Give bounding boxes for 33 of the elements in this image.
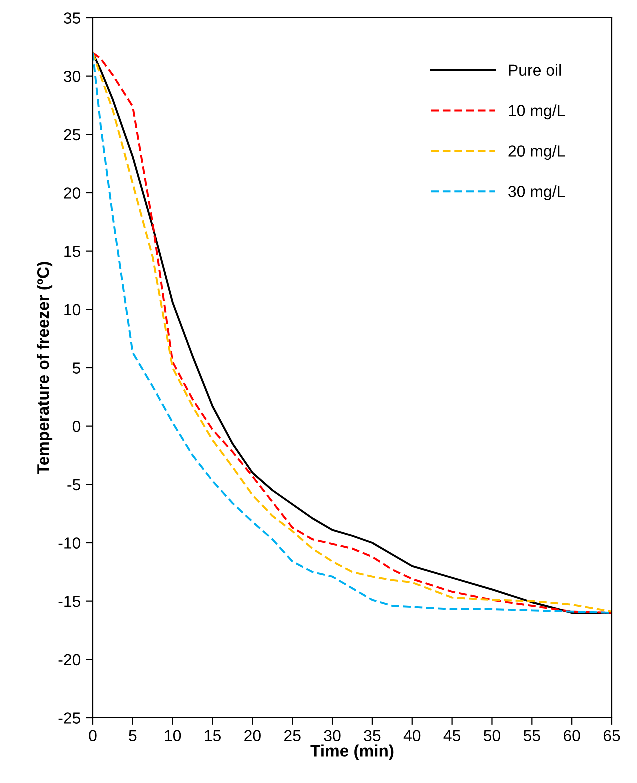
x-tick-label: 35: [364, 730, 381, 742]
x-tick-label: 55: [524, 730, 540, 742]
y-tick-label: -20: [58, 654, 81, 666]
x-tick-label: 30: [324, 730, 341, 742]
y-tick-label: -10: [58, 538, 81, 549]
y-tick-label: 20: [64, 188, 81, 199]
y-tick-label: 35: [64, 12, 81, 24]
legend-label: 10 mg/L: [509, 104, 566, 120]
y-tick-label: 10: [64, 304, 81, 316]
y-axis-title: Temperature of freezer (ºC): [37, 262, 53, 474]
y-tick-label: -15: [58, 596, 81, 608]
x-tick-label: 0: [89, 730, 97, 742]
y-tick-label: 0: [72, 420, 81, 432]
y-tick-label: 5: [72, 362, 81, 374]
x-axis-title: Time (min): [310, 744, 394, 760]
x-tick-label: 65: [604, 730, 620, 742]
y-tick-label: -25: [58, 712, 81, 724]
x-tick-label: 45: [444, 730, 461, 742]
x-tick-label: 15: [205, 730, 221, 742]
legend-label: Pure oil: [509, 64, 562, 76]
x-tick-label: 50: [484, 730, 500, 742]
legend-label: 20 mg/L: [508, 145, 566, 160]
x-tick-label: 5: [129, 730, 137, 742]
x-tick-label: 60: [564, 730, 580, 742]
x-tick-label: 10: [165, 730, 182, 742]
y-tick-label: 30: [64, 70, 81, 82]
legend-label: 30 mg/L: [508, 186, 566, 201]
x-tick-label: 20: [244, 730, 261, 742]
y-tick-label: 15: [64, 246, 81, 258]
y-tick-label: -5: [68, 479, 81, 491]
y-tick-label: 25: [64, 129, 81, 141]
x-tick-label: 25: [284, 730, 301, 742]
x-tick-label: 40: [404, 730, 421, 742]
